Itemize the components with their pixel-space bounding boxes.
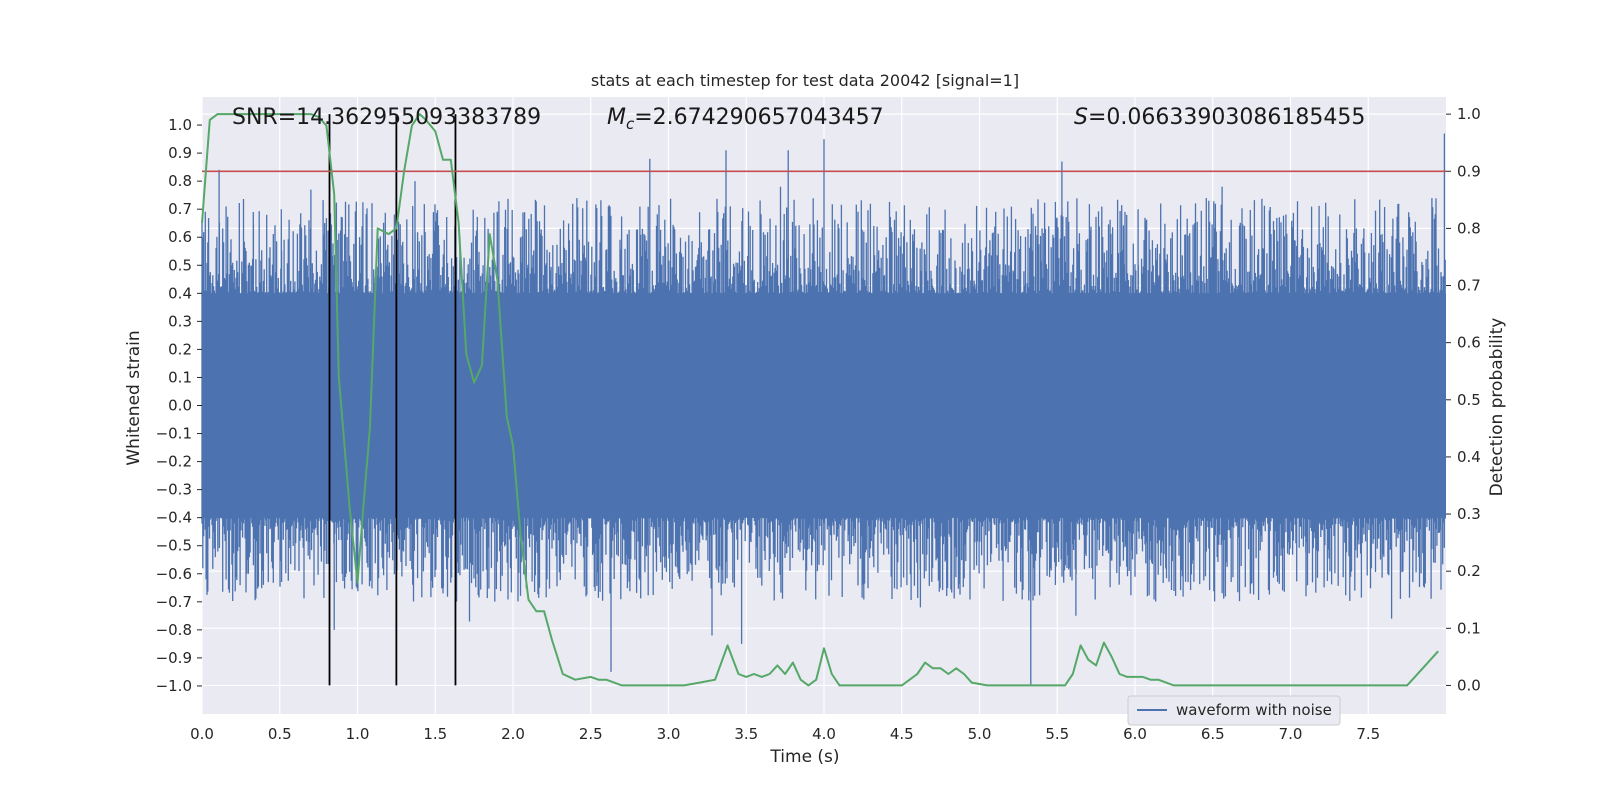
x-tick-label: 5.5 xyxy=(1045,725,1069,743)
x-axis-label: Time (s) xyxy=(769,747,839,767)
y-tick-label: −0.9 xyxy=(156,649,192,667)
probability-series xyxy=(201,113,1439,687)
x-tick-label: 0.5 xyxy=(268,725,292,743)
y2-tick-label: 0.3 xyxy=(1457,505,1481,523)
y2-tick-label: 0.9 xyxy=(1457,162,1481,180)
x-tick-label: 6.5 xyxy=(1201,725,1225,743)
y-tick-label: 0.8 xyxy=(168,172,192,190)
chart-title: stats at each timestep for test data 200… xyxy=(591,71,1019,90)
y2-tick-label: 0.2 xyxy=(1457,562,1481,580)
y-tick-label: 0.3 xyxy=(168,312,192,330)
y-tick-label: 0.0 xyxy=(168,397,192,415)
y-tick-label: −0.1 xyxy=(156,425,192,443)
y2-tick-label: 0.4 xyxy=(1457,448,1481,466)
y-tick-label: −0.6 xyxy=(156,565,192,583)
y-tick-label: 0.1 xyxy=(168,368,192,386)
s-annotation: S=0.06633903086185455 xyxy=(1074,105,1365,130)
y2-tick-label: 0.0 xyxy=(1457,676,1481,694)
y2-tick-label: 0.6 xyxy=(1457,334,1481,352)
y-tick-label: 0.9 xyxy=(168,144,192,162)
x-tick-label: 1.0 xyxy=(346,725,370,743)
s-value: =0.06633903086185455 xyxy=(1088,105,1365,130)
x-tick-label: 2.0 xyxy=(501,725,525,743)
y-tick-label: −0.3 xyxy=(156,481,192,499)
y-tick-label: 0.4 xyxy=(168,284,192,302)
chirp-mass-annotation: Mc=2.674290657043457 xyxy=(607,105,884,133)
x-tick-label: 0.0 xyxy=(190,725,214,743)
y-axis-label: Whitened strain xyxy=(124,330,144,465)
x-tick-label: 7.0 xyxy=(1279,725,1303,743)
y2-tick-label: 0.8 xyxy=(1457,219,1481,237)
y2-tick-label: 0.1 xyxy=(1457,619,1481,637)
x-tick-label: 7.5 xyxy=(1356,725,1380,743)
y-tick-label: −0.8 xyxy=(156,621,192,639)
s-symbol: S xyxy=(1074,105,1088,130)
x-tick-label: 3.5 xyxy=(734,725,758,743)
y-tick-label: 0.7 xyxy=(168,200,192,218)
probability-line xyxy=(201,113,1439,687)
y-tick-label: −0.2 xyxy=(156,453,192,471)
y-tick-label: 0.2 xyxy=(168,340,192,358)
mc-value: =2.674290657043457 xyxy=(634,105,883,130)
y2-tick-label: 0.5 xyxy=(1457,391,1481,409)
vertical-markers xyxy=(328,114,457,686)
waveform-series xyxy=(201,133,1446,686)
y2-tick-label: 1.0 xyxy=(1457,105,1481,123)
waveform-line xyxy=(201,133,1446,686)
y-tick-label: 1.0 xyxy=(168,116,192,134)
mc-symbol: M xyxy=(607,105,626,130)
y-tick-label: 0.5 xyxy=(168,256,192,274)
x-tick-label: 6.0 xyxy=(1123,725,1147,743)
y-tick-label: −1.0 xyxy=(156,677,192,695)
x-tick-label: 3.0 xyxy=(657,725,681,743)
legend: waveform with noise xyxy=(1127,695,1341,726)
y-tick-label: −0.5 xyxy=(156,537,192,555)
y2-axis-ticks: 1.0 0.9 0.8 0.7 0.6 0.5 0.4 0.3 0.2 0.1 0.0 xyxy=(1446,105,1481,694)
y2-tick-label: 0.7 xyxy=(1457,277,1481,295)
x-tick-label: 2.5 xyxy=(579,725,603,743)
x-tick-label: 4.0 xyxy=(812,725,836,743)
mc-subscript: c xyxy=(626,115,635,133)
y-tick-label: −0.4 xyxy=(156,509,192,527)
x-tick-label: 5.0 xyxy=(968,725,992,743)
legend-label: waveform with noise xyxy=(1176,701,1332,719)
legend-box xyxy=(1127,695,1341,726)
y2-axis-label: Detection probability xyxy=(1487,318,1507,497)
snr-annotation: SNR=14.362955093383789 xyxy=(232,105,541,130)
x-tick-label: 1.5 xyxy=(423,725,447,743)
x-axis-ticks: 0.0 0.5 1.0 1.5 2.0 2.5 3.0 3.5 4.0 4.5 5.0 5.5 6.0 6… xyxy=(190,725,1380,743)
y-axis-ticks: 1.0 0.9 0.8 0.7 0.6 0.5 0.4 0.3 0.2 0.1 0.0 −0.1 −0.… xyxy=(156,116,202,695)
y-tick-label: 0.6 xyxy=(168,228,192,246)
x-tick-label: 4.5 xyxy=(890,725,914,743)
y-tick-label: −0.7 xyxy=(156,593,192,611)
